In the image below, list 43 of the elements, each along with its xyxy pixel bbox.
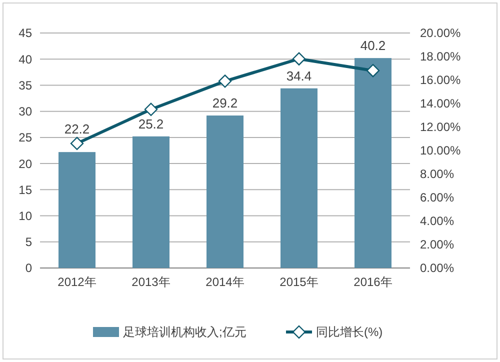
y-tick-label: 0: [25, 261, 32, 276]
bar: [206, 116, 244, 268]
data-label: 29.2: [212, 96, 238, 111]
point: [366, 64, 380, 78]
y2-tick-label: 20.00%: [420, 26, 462, 40]
data-label: 25.2: [138, 116, 164, 132]
y2-tick-label: 8.00%: [420, 167, 454, 182]
y-tick-label: 40: [18, 52, 32, 66]
point: [218, 74, 232, 88]
bar: [280, 88, 318, 268]
y2-tick-label: 0.00%: [420, 261, 454, 276]
legend-label: 同比增长(%): [316, 325, 383, 340]
y2-tick-label: 18.00%: [420, 50, 462, 64]
x-tick-label: 2012年: [58, 275, 96, 289]
y-tick-label: 5: [25, 235, 32, 250]
x-tick-label: 2016年: [354, 275, 392, 289]
y2-tick-label: 16.00%: [420, 73, 462, 88]
x-tick-label: 2015年: [280, 275, 318, 289]
legend-label: 足球培训机构收入;亿元: [123, 325, 246, 340]
x-tick-label: 2014年: [206, 275, 244, 289]
y-tick-label: 30: [18, 104, 32, 119]
x-tick-label: 2013年: [132, 275, 170, 289]
y-tick-label: 35: [18, 78, 32, 92]
data-label: 34.4: [286, 68, 312, 84]
y-tick-label: 15: [18, 182, 32, 197]
y-tick-label: 25: [18, 130, 32, 145]
y2-tick-label: 4.00%: [420, 214, 454, 228]
y-tick-label: 10: [18, 208, 32, 223]
point: [144, 102, 158, 116]
y2-tick-label: 12.00%: [420, 120, 462, 134]
bar: [58, 152, 96, 268]
point: [292, 52, 306, 66]
bar: [132, 136, 170, 268]
point: [70, 136, 84, 150]
y2-tick-label: 2.00%: [420, 238, 454, 252]
y2-tick-label: 10.00%: [420, 144, 462, 158]
y-tick-label: 45: [18, 26, 32, 40]
data-label: 22.2: [64, 121, 90, 136]
y2-tick-label: 14.00%: [420, 96, 462, 111]
y2-tick-label: 6.00%: [420, 190, 454, 205]
y-tick-label: 20: [18, 156, 32, 171]
bar: [354, 58, 392, 268]
data-label: 40.2: [360, 38, 386, 54]
